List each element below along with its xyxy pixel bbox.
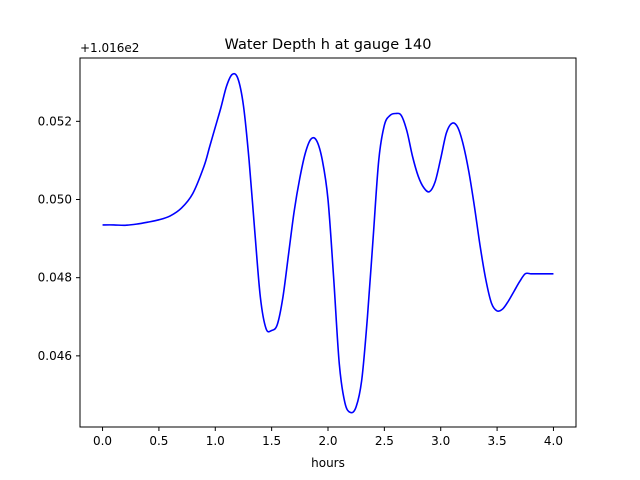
y-offset-label: +1.016e2 [80,41,139,55]
x-tick-label: 3.0 [431,434,450,448]
x-tick-label: 2.5 [375,434,394,448]
x-tick-label: 4.0 [544,434,563,448]
x-tick-label: 0.5 [149,434,168,448]
y-tick-label: 0.050 [38,193,72,207]
x-tick-label: 2.0 [318,434,337,448]
y-tick-label: 0.046 [38,349,72,363]
x-axis-label: hours [311,456,345,470]
y-tick-label: 0.052 [38,114,72,128]
chart-title: Water Depth h at gauge 140 [225,37,432,53]
plot-area: 0.0 0.5 1.0 1.5 2.0 2.5 3.0 3.5 4.0 0.046 0.048 0.0… [38,57,577,448]
x-tick-label: 0.0 [93,434,112,448]
x-tick-label: 1.5 [262,434,281,448]
y-tick-label: 0.048 [38,271,72,285]
x-tick-label: 3.5 [488,434,507,448]
series-line-0 [102,72,554,414]
x-tick-label: 1.0 [206,434,225,448]
